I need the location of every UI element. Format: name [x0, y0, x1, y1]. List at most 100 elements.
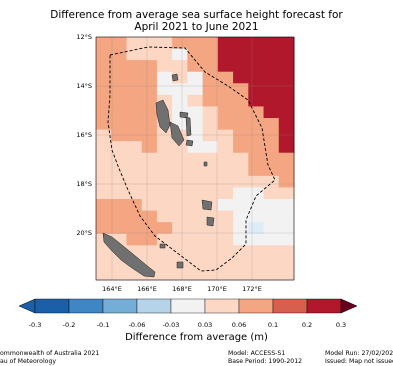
footer-model-run: Model Run: 27/02/2021	[325, 350, 393, 357]
anomaly-cell	[111, 83, 127, 96]
anomaly-cell	[263, 256, 280, 269]
anomaly-cell	[156, 164, 173, 177]
anomaly-cell	[278, 37, 295, 50]
anomaly-cell	[263, 48, 280, 61]
anomaly-cell	[96, 94, 112, 107]
anomaly-cell	[233, 94, 249, 107]
anomaly-cell	[202, 256, 219, 269]
map-frame	[95, 36, 295, 281]
anomaly-cell	[202, 175, 219, 188]
anomaly-cell	[202, 106, 219, 119]
island-small-east	[203, 161, 208, 167]
anomaly-cell	[263, 222, 280, 235]
anomaly-cell	[217, 199, 234, 212]
anomaly-cell	[156, 199, 173, 212]
eez-boundary-dashed	[107, 46, 276, 272]
lat-tick-label: 20°S	[76, 229, 92, 237]
anomaly-cell	[187, 268, 204, 281]
anomaly-cell	[278, 48, 295, 61]
anomaly-cell	[278, 256, 295, 269]
lon-tick-label: 170°E	[207, 285, 227, 293]
anomaly-cell	[141, 94, 158, 107]
footer-copyright-line-2: au of Meteorology	[0, 358, 57, 365]
anomaly-cell	[233, 106, 249, 119]
anomaly-cell	[156, 187, 173, 200]
anomaly-cell	[141, 71, 158, 84]
anomaly-cell	[233, 129, 249, 142]
anomaly-cell	[172, 141, 188, 154]
anomaly-cell	[126, 129, 143, 142]
anomaly-cell	[172, 60, 188, 73]
anomaly-cell	[248, 199, 265, 212]
footer-issued: Issued: Map not issued	[325, 358, 393, 365]
anomaly-cell	[156, 245, 173, 258]
anomaly-cell	[217, 141, 234, 154]
colorbar-segment	[204, 298, 240, 314]
anomaly-cell	[96, 129, 112, 142]
anomaly-cell	[217, 245, 234, 258]
anomaly-cell	[278, 199, 295, 212]
anomaly-cell	[111, 48, 127, 61]
anomaly-cell	[217, 37, 234, 50]
anomaly-cell	[156, 60, 173, 73]
anomaly-cell	[278, 129, 295, 142]
lat-tick-label: 12°S	[76, 33, 92, 41]
anomaly-cell	[111, 152, 127, 165]
anomaly-cell	[263, 152, 280, 165]
anomaly-cell	[263, 106, 280, 119]
colorbar-segment	[170, 298, 206, 314]
anomaly-cell	[156, 210, 173, 223]
anomaly-cell	[217, 164, 234, 177]
anomaly-cell	[111, 222, 127, 235]
island-ambrym	[185, 139, 194, 147]
anomaly-cell	[187, 94, 204, 107]
anomaly-cell	[126, 199, 143, 212]
anomaly-cell	[217, 60, 234, 73]
anomaly-cell	[111, 37, 127, 50]
anomaly-cell	[263, 60, 280, 73]
anomaly-cell	[248, 129, 265, 142]
colorbar-tick-label: -0.1	[97, 321, 110, 329]
anomaly-cell	[278, 187, 295, 200]
anomaly-cell	[233, 152, 249, 165]
island-pentecost	[185, 116, 192, 137]
anomaly-cell	[126, 83, 143, 96]
anomaly-cell	[233, 60, 249, 73]
anomaly-cell	[156, 83, 173, 96]
anomaly-cell	[263, 141, 280, 154]
anomaly-cell	[187, 175, 204, 188]
anomaly-cell	[126, 60, 143, 73]
title-line-2: April 2021 to June 2021	[134, 21, 259, 33]
anomaly-cell	[187, 164, 204, 177]
anomaly-cell	[263, 199, 280, 212]
anomaly-cell	[263, 94, 280, 107]
anomaly-cell	[217, 233, 234, 246]
anomaly-cell	[172, 187, 188, 200]
anomaly-cell	[111, 94, 127, 107]
colorbar-segment	[136, 298, 172, 314]
anomaly-cell	[217, 175, 234, 188]
anomaly-cell	[217, 268, 234, 281]
anomaly-cell	[187, 187, 204, 200]
map-gridlines	[96, 37, 294, 280]
colorbar-tick-label: -0.06	[129, 321, 146, 329]
anomaly-cell	[126, 141, 143, 154]
anomaly-cell	[233, 233, 249, 246]
anomaly-cell	[278, 141, 295, 154]
anomaly-cell	[248, 268, 265, 281]
longitude-labels: 164°E 166°E 168°E 170°E 172°E	[102, 285, 262, 293]
anomaly-cell	[187, 37, 204, 50]
anomaly-cell	[156, 268, 173, 281]
anomaly-cell	[202, 233, 219, 246]
anomaly-cell	[187, 199, 204, 212]
anomaly-cell	[202, 118, 219, 131]
anomaly-cell	[263, 83, 280, 96]
footer-model-info: Model: ACCESS-S1 Base Period: 1990-2012	[228, 350, 302, 366]
anomaly-cell	[156, 222, 173, 235]
anomaly-cell	[217, 48, 234, 61]
footer-model: Model: ACCESS-S1	[228, 350, 286, 357]
anomaly-cell	[96, 71, 112, 84]
anomaly-cell	[202, 268, 219, 281]
anomaly-cell	[217, 152, 234, 165]
anomaly-cell	[172, 268, 188, 281]
